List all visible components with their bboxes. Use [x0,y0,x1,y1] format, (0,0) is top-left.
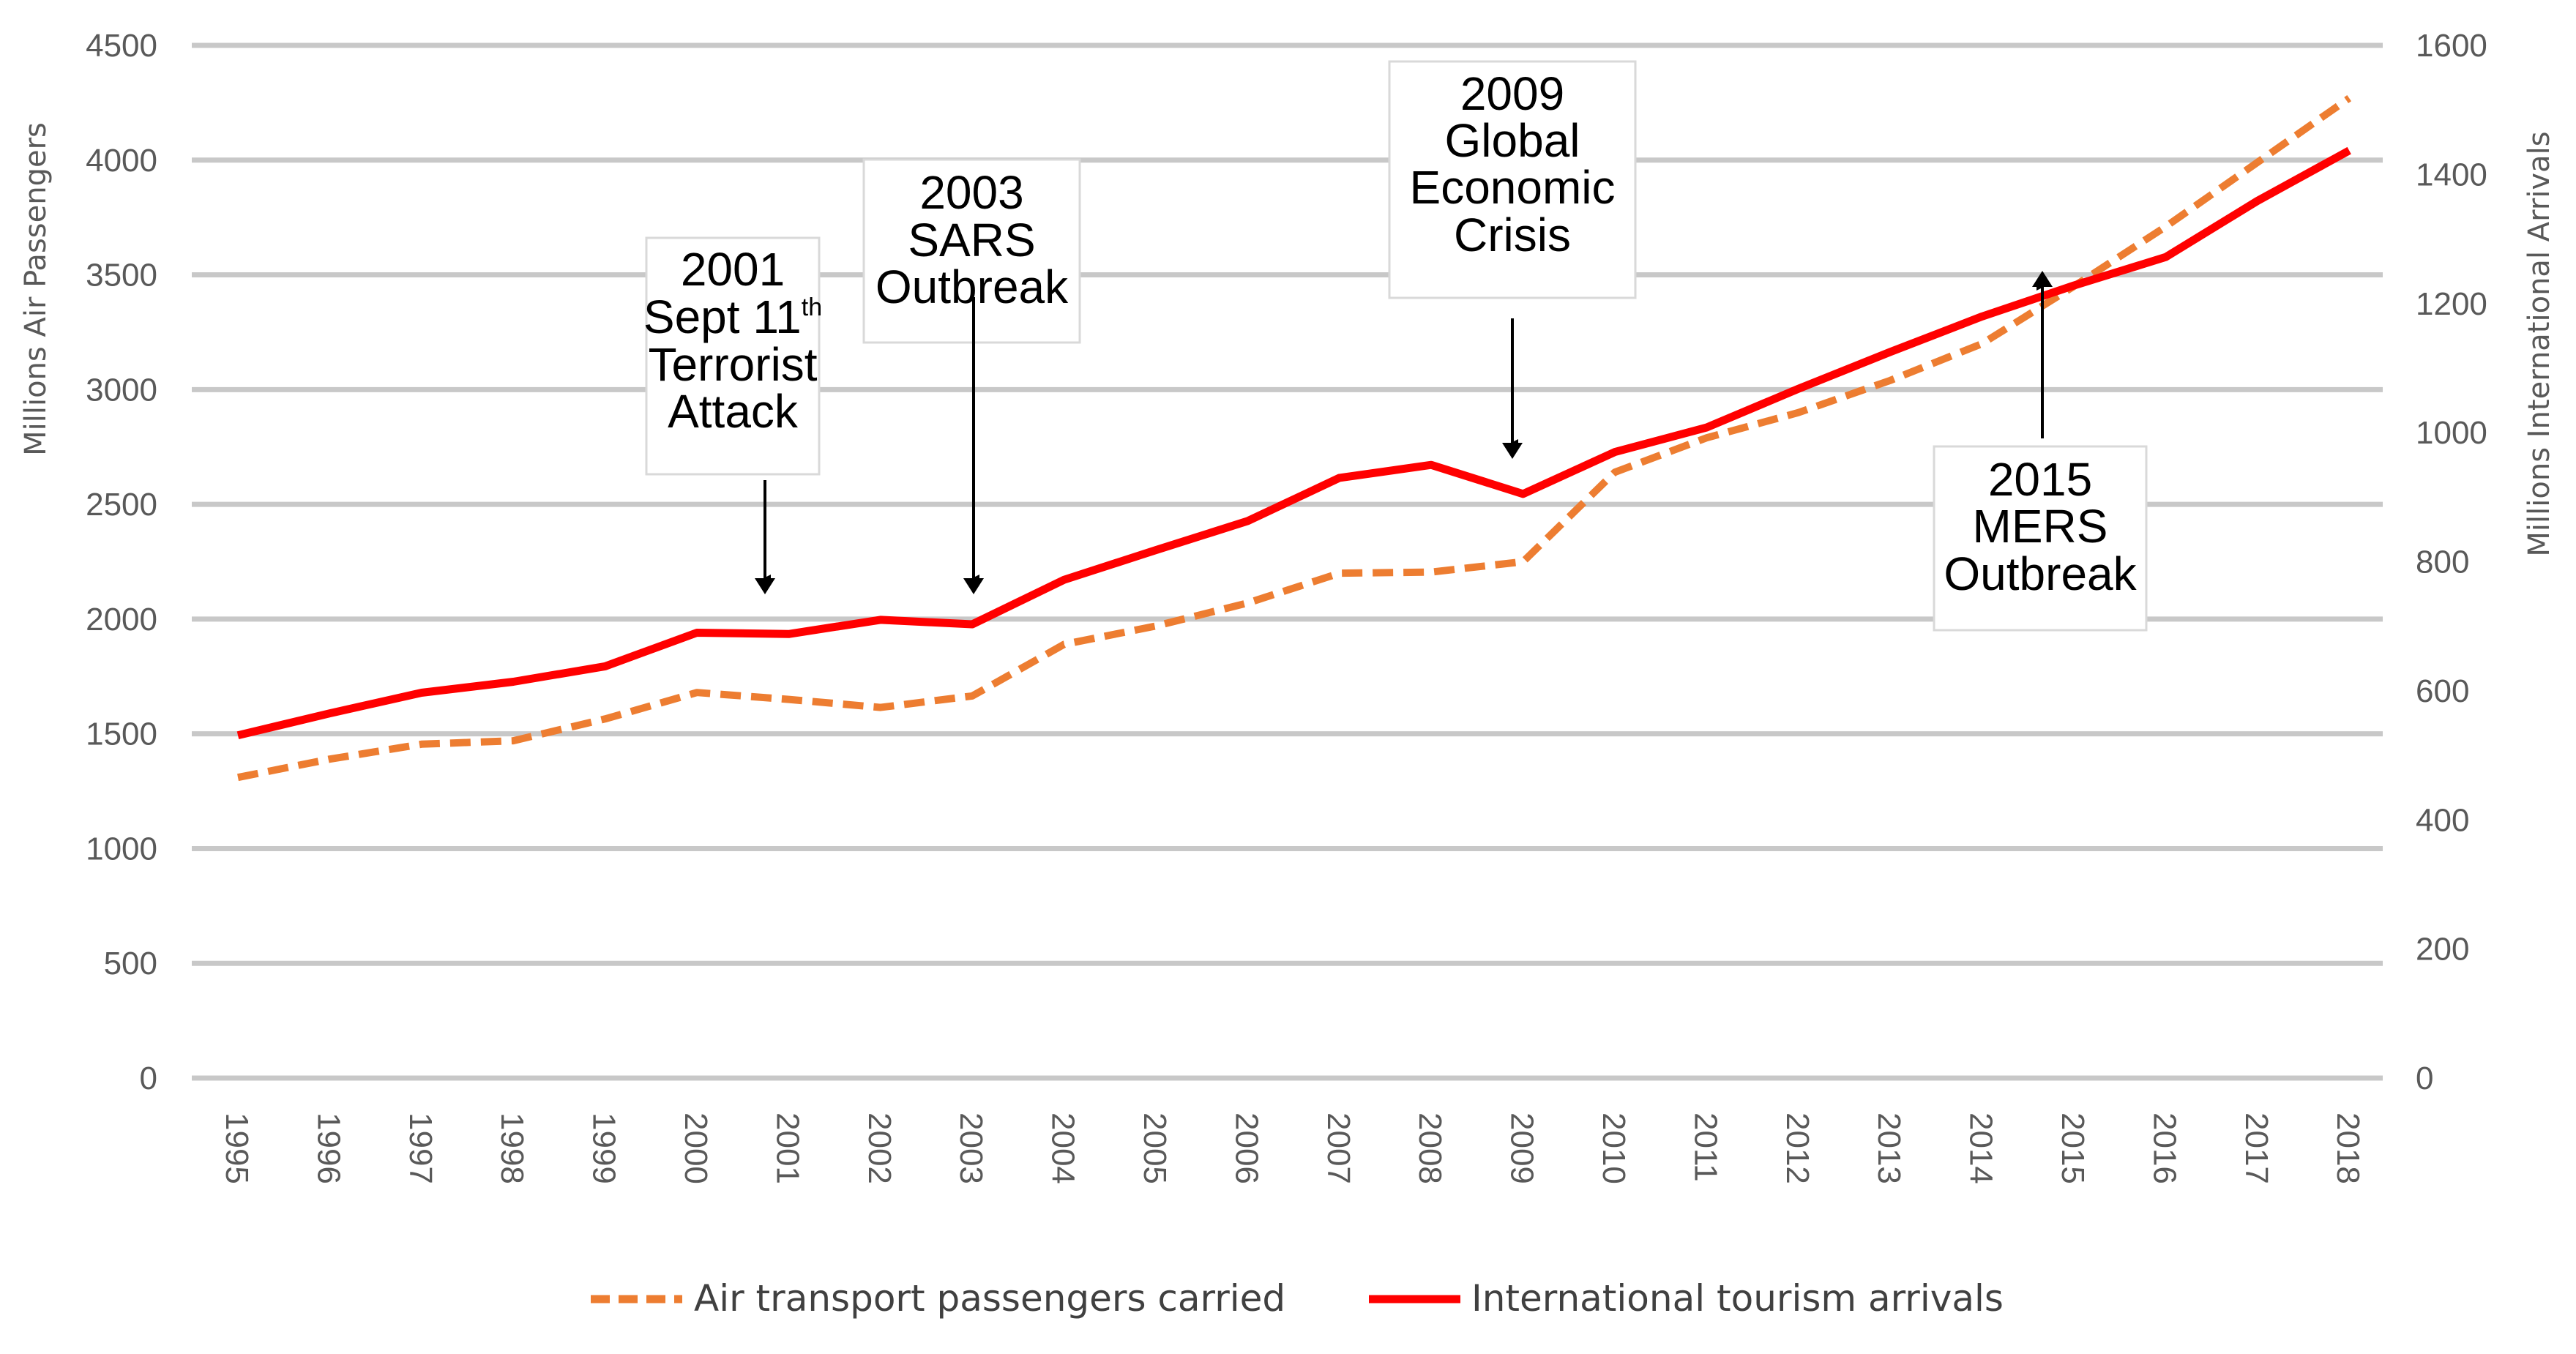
series-lines [236,95,2352,782]
left-axis-title: Millions Air Passengers [19,122,53,456]
left-tick-label: 1500 [86,717,157,752]
x-tick-label: 2009 [1504,1112,1540,1184]
x-tick-label: 2006 [1228,1112,1264,1184]
x-tick-label: 2008 [1412,1112,1448,1184]
right-tick-label: 800 [2416,545,2469,580]
annotation-arrowhead [963,578,984,594]
annotation-text: Crisis [1454,209,1571,261]
x-tick-label: 2003 [953,1112,989,1184]
x-tick-label: 2002 [862,1112,897,1184]
legend-label-tourism-arrivals: International tourism arrivals [1471,1277,2004,1320]
annotation-arrowhead [2032,271,2053,287]
x-tick-label: 2001 [769,1112,805,1184]
annotation-box [1388,60,1637,299]
x-tick-label: 2018 [2330,1112,2366,1184]
annotation-text: Sept 11th [643,291,822,343]
annotation-arrowhead [755,578,775,594]
x-tick-label: 1995 [219,1112,255,1184]
x-tick-label: 2017 [2239,1112,2274,1184]
annotation-text: MERS [1973,500,2108,553]
right-tick-label: 1600 [2416,28,2487,64]
right-tick-label: 200 [2416,932,2469,968]
x-tick-label: 1999 [586,1112,622,1184]
series-line-air-passengers [237,95,2352,782]
annotation-text: SARS [908,214,1035,266]
right-axis-title: Millions International Arrivals [2523,131,2556,556]
right-tick-label: 1000 [2416,415,2487,451]
left-tick-label: 3000 [86,372,157,408]
annotation-arrowhead [1502,443,1523,459]
right-tick-label: 600 [2416,673,2469,709]
right-tick-label: 1200 [2416,286,2487,322]
annotation-text: Attack [668,385,799,438]
x-tick-label: 2004 [1045,1112,1081,1184]
legend-label-air-passengers: Air transport passengers carried [694,1277,1285,1320]
x-tick-label: 2000 [678,1112,714,1184]
x-tick-label: 1998 [494,1112,530,1184]
left-tick-label: 1000 [86,831,157,867]
annotation-text: Global [1445,114,1580,167]
annotation-text: 2015 [1988,453,2092,506]
x-tick-label: 1996 [310,1112,346,1184]
x-axis-ticks: 1995 1996 1997 1998 1999 2000 2001 2002 2003 2004… [219,1112,2366,1184]
left-tick-label: 4500 [86,28,157,64]
x-tick-label: 2005 [1137,1112,1173,1184]
left-tick-label: 2500 [86,487,157,523]
left-tick-label: 500 [104,946,157,981]
left-axis-ticks: 0 500 1000 1500 2000 2500 3000 3500 4000 4500 [86,28,157,1096]
annotation-box [645,236,821,476]
annotation-box [1933,445,2148,632]
legend: Air transport passengers carried Interna… [591,1277,2004,1320]
annotation-box [862,158,1081,344]
left-tick-label: 0 [140,1061,157,1096]
x-tick-label: 2014 [1963,1112,1999,1184]
left-tick-label: 2000 [86,602,157,637]
left-tick-label: 4000 [86,143,157,179]
annotation-text: 2003 [919,166,1023,219]
x-tick-label: 2012 [1780,1112,1815,1184]
x-tick-label: 2015 [2055,1112,2091,1184]
right-tick-label: 1400 [2416,157,2487,192]
right-tick-label: 400 [2416,802,2469,838]
annotation-text: Terrorist [648,338,817,391]
right-tick-label: 0 [2416,1061,2433,1096]
x-tick-label: 2007 [1321,1112,1356,1184]
annotation-text: 2001 [681,243,785,296]
annotation-text: 2009 [1460,67,1564,120]
annotation-text: Economic [1410,161,1616,214]
x-tick-label: 2011 [1687,1112,1723,1182]
left-tick-label: 3500 [86,258,157,293]
x-tick-label: 2010 [1596,1112,1632,1184]
series-line-tourism-arrivals [236,146,2351,740]
right-axis-ticks: 0 200 400 600 800 1000 1200 1400 1600 [2416,28,2487,1096]
x-tick-label: 2013 [1871,1112,1907,1184]
annotation-superscript: th [802,293,822,321]
x-tick-label: 2016 [2146,1112,2182,1184]
annotation-text: Outbreak [1944,547,2137,600]
x-tick-label: 1997 [403,1112,438,1184]
